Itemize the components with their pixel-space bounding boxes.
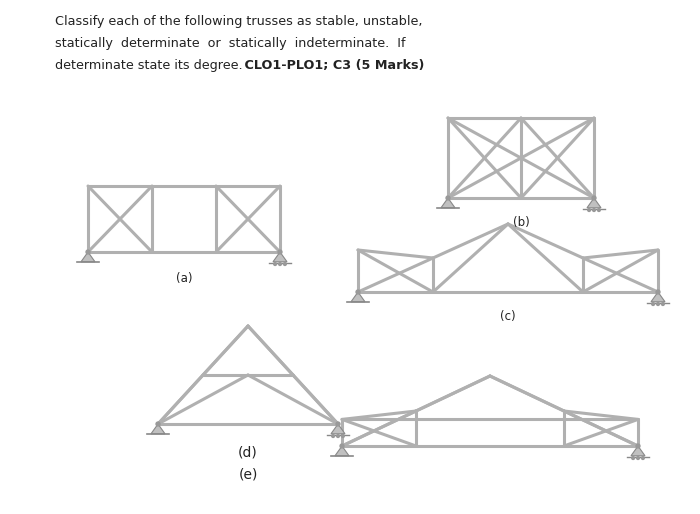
Circle shape (342, 435, 344, 437)
Circle shape (652, 303, 654, 305)
Circle shape (332, 435, 335, 437)
Text: (c): (c) (500, 310, 516, 323)
Circle shape (592, 196, 596, 200)
Circle shape (641, 456, 644, 460)
Circle shape (588, 209, 591, 211)
Text: (b): (b) (512, 216, 529, 229)
Circle shape (356, 290, 360, 294)
Text: (d): (d) (238, 446, 258, 460)
Circle shape (446, 196, 450, 200)
Polygon shape (651, 292, 665, 302)
Text: CLO1-PLO1; C3 (5 Marks): CLO1-PLO1; C3 (5 Marks) (240, 59, 424, 72)
Circle shape (598, 209, 601, 211)
Circle shape (86, 250, 90, 254)
Circle shape (156, 422, 160, 426)
Polygon shape (631, 446, 645, 456)
Text: determinate state its degree.: determinate state its degree. (55, 59, 243, 72)
Circle shape (336, 422, 340, 426)
Polygon shape (273, 252, 287, 262)
Circle shape (636, 456, 639, 460)
Polygon shape (331, 424, 345, 434)
Polygon shape (441, 198, 455, 208)
Text: (e): (e) (238, 468, 258, 482)
Text: Classify each of the following trusses as stable, unstable,: Classify each of the following trusses a… (55, 15, 423, 28)
Text: (a): (a) (176, 272, 192, 285)
Circle shape (340, 444, 344, 448)
Polygon shape (335, 446, 349, 456)
Circle shape (631, 456, 634, 460)
Polygon shape (81, 252, 95, 262)
Circle shape (662, 303, 664, 305)
Circle shape (274, 263, 276, 265)
Polygon shape (151, 424, 165, 434)
Circle shape (284, 263, 286, 265)
Circle shape (337, 435, 340, 437)
Circle shape (279, 263, 281, 265)
Polygon shape (587, 198, 601, 208)
Circle shape (657, 303, 659, 305)
Circle shape (656, 290, 660, 294)
Circle shape (636, 444, 640, 448)
Circle shape (278, 250, 282, 254)
Circle shape (593, 209, 596, 211)
Text: statically  determinate  or  statically  indeterminate.  If: statically determinate or statically ind… (55, 37, 405, 50)
Polygon shape (351, 292, 365, 302)
